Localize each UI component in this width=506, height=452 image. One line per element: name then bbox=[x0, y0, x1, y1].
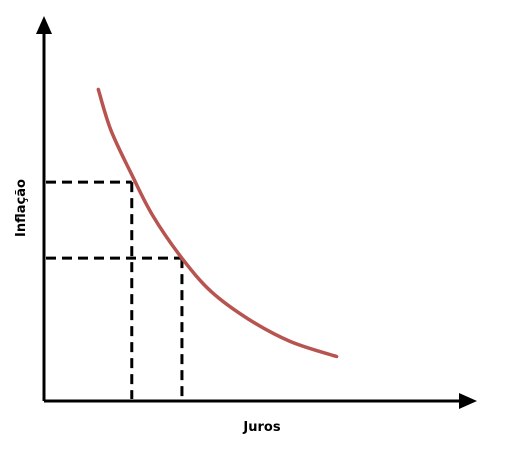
x-axis-arrow-icon bbox=[459, 393, 477, 409]
y-axis-label: Inflação bbox=[14, 179, 29, 237]
series-curve bbox=[96, 87, 339, 359]
y-axis-arrow-icon bbox=[36, 16, 52, 34]
x-axis-label: Juros bbox=[242, 420, 280, 435]
guide-lines bbox=[46, 180, 184, 399]
